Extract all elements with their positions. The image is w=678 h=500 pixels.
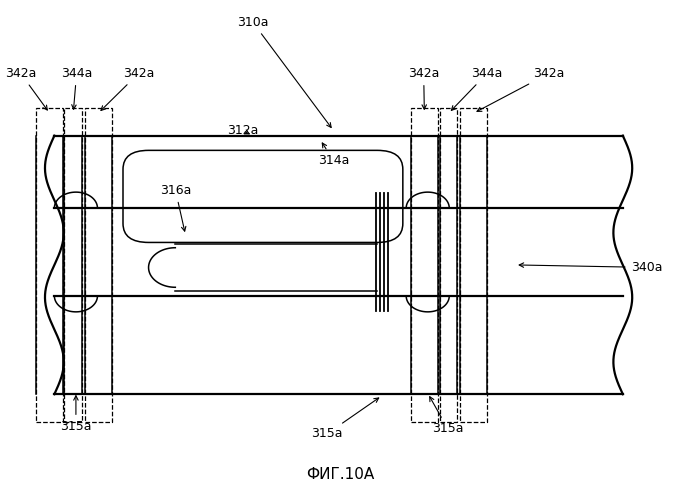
Text: 315a: 315a — [311, 398, 379, 440]
Text: 315a: 315a — [60, 396, 92, 433]
Text: 342a: 342a — [477, 67, 565, 112]
Text: ФИГ.10А: ФИГ.10А — [306, 467, 374, 482]
Text: 315a: 315a — [430, 396, 464, 436]
Text: 342a: 342a — [408, 67, 439, 109]
Text: 344a: 344a — [452, 67, 502, 110]
Text: 342a: 342a — [101, 67, 154, 110]
Text: 340a: 340a — [519, 261, 662, 274]
Text: 312a: 312a — [227, 124, 258, 137]
Text: 342a: 342a — [5, 67, 47, 110]
Text: 314a: 314a — [318, 143, 349, 167]
Text: 344a: 344a — [61, 67, 92, 110]
Text: 310a: 310a — [237, 16, 331, 128]
Text: 316a: 316a — [160, 184, 191, 231]
